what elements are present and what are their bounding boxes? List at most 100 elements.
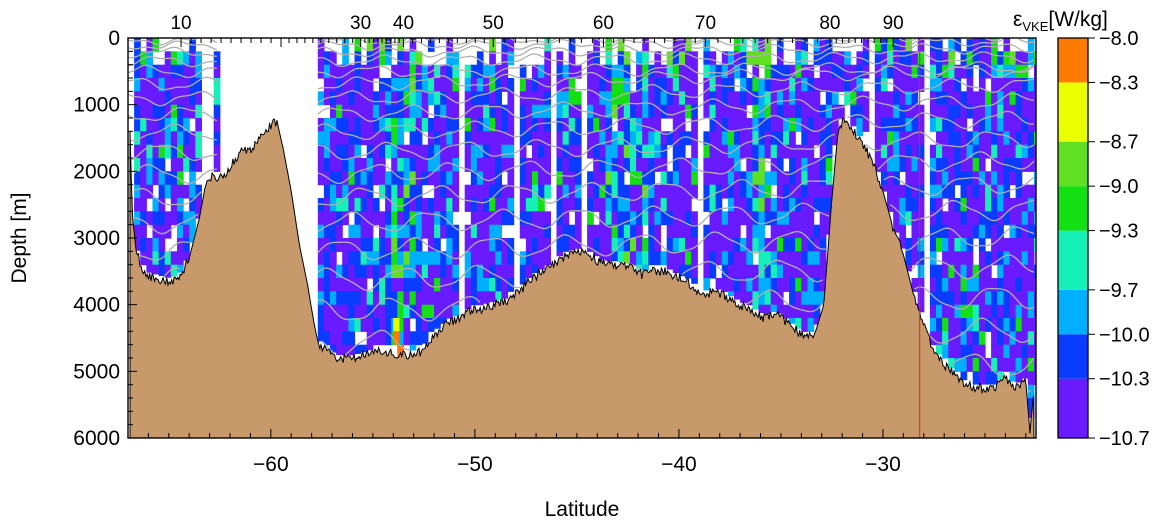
dissipation-cell [936,264,943,279]
dissipation-cell [452,264,460,279]
dissipation-cell [721,131,729,146]
dissipation-cell [948,344,955,359]
dissipation-cell [587,91,594,106]
dissipation-cell [819,118,827,132]
dissipation-cell [734,91,741,106]
dissipation-cell [391,104,398,119]
dissipation-cell [587,224,594,239]
dissipation-cell [519,184,527,199]
dissipation-cell [997,171,1004,186]
dissipation-cell [917,118,925,132]
dissipation-cell [954,238,962,252]
dissipation-cell [936,171,943,186]
dissipation-cell [672,118,680,132]
dissipation-cell [446,198,453,212]
dissipation-cell [752,238,760,252]
y-tick-label: 3000 [73,227,120,250]
dissipation-cell [519,64,527,79]
dissipation-cell [825,78,833,92]
dissipation-cell [538,264,545,270]
dissipation-cell [703,171,711,186]
dissipation-cell [948,304,955,319]
dissipation-cell [795,91,802,106]
dissipation-cell [415,238,423,252]
dissipation-cell [360,304,368,319]
dissipation-cell [593,144,600,159]
dissipation-cell [795,118,802,132]
dissipation-cell [532,131,539,146]
dissipation-cell [1015,78,1023,92]
dissipation-cell [972,158,980,172]
dissipation-cell [556,104,564,119]
colorbar-swatch [1058,230,1088,290]
dissipation-cell [403,144,411,159]
dissipation-cell [134,78,141,92]
dissipation-cell [862,104,870,119]
dissipation-cell [630,211,637,226]
dissipation-cell [978,118,986,132]
dissipation-cell [489,264,496,279]
dissipation-cell [1034,118,1036,132]
dissipation-cell [972,358,980,372]
dissipation-cell [556,51,564,66]
dissipation-cell [776,38,784,52]
dissipation-cell [336,278,343,292]
dissipation-cell [807,318,815,332]
dissipation-cell [905,91,913,106]
dissipation-cell [140,171,147,186]
dissipation-cell [519,251,527,266]
dissipation-cell [972,344,980,359]
dissipation-cell [1027,78,1035,92]
dissipation-cell [850,78,857,92]
dissipation-cell [164,104,172,119]
dissipation-cell [770,78,778,92]
dissipation-cell [685,104,692,119]
dissipation-cell [568,78,576,92]
dissipation-cell [997,264,1004,279]
dissipation-cell [489,104,496,119]
dissipation-cell [434,251,441,266]
isopycnal-contour [317,286,1035,322]
dissipation-cell [929,224,937,239]
y-tick-label: 1000 [73,94,120,117]
dissipation-cell [1015,251,1023,266]
dissipation-cell [807,198,815,212]
dissipation-cell [770,198,778,212]
dissipation-cell [336,158,343,172]
dissipation-cell [403,198,411,212]
dissipation-cell [317,278,325,292]
dissipation-cell [342,304,349,319]
dissipation-cell [734,104,741,119]
dissipation-cell [899,198,906,212]
dissipation-cell [874,38,882,52]
dissipation-cell [476,91,484,106]
dissipation-cell [727,264,735,279]
dissipation-cell [391,131,398,146]
dissipation-cell [660,91,668,106]
dissipation-cell [764,131,772,146]
dissipation-cell [740,251,747,266]
dissipation-cell [985,51,992,66]
dissipation-cell [948,131,955,146]
dissipation-cell [213,51,221,66]
dissipation-cell [177,224,184,239]
dissipation-cell [954,78,962,92]
dissipation-cell [1009,304,1017,319]
dissipation-cell [483,118,490,132]
dissipation-cell [434,171,441,186]
dissipation-cell [397,331,404,346]
dissipation-cell [152,158,160,172]
dissipation-cell [746,278,753,292]
dissipation-cell [164,131,172,146]
dissipation-cell [397,131,404,146]
dissipation-cell [421,304,429,319]
dissipation-cell [507,38,515,52]
dissipation-cell [703,131,711,146]
dissipation-cell [691,118,698,132]
dissipation-cell [1015,118,1023,132]
dissipation-cell [421,251,429,266]
dissipation-cell [532,104,539,119]
dissipation-cell [936,224,943,239]
dissipation-cell [813,118,821,132]
